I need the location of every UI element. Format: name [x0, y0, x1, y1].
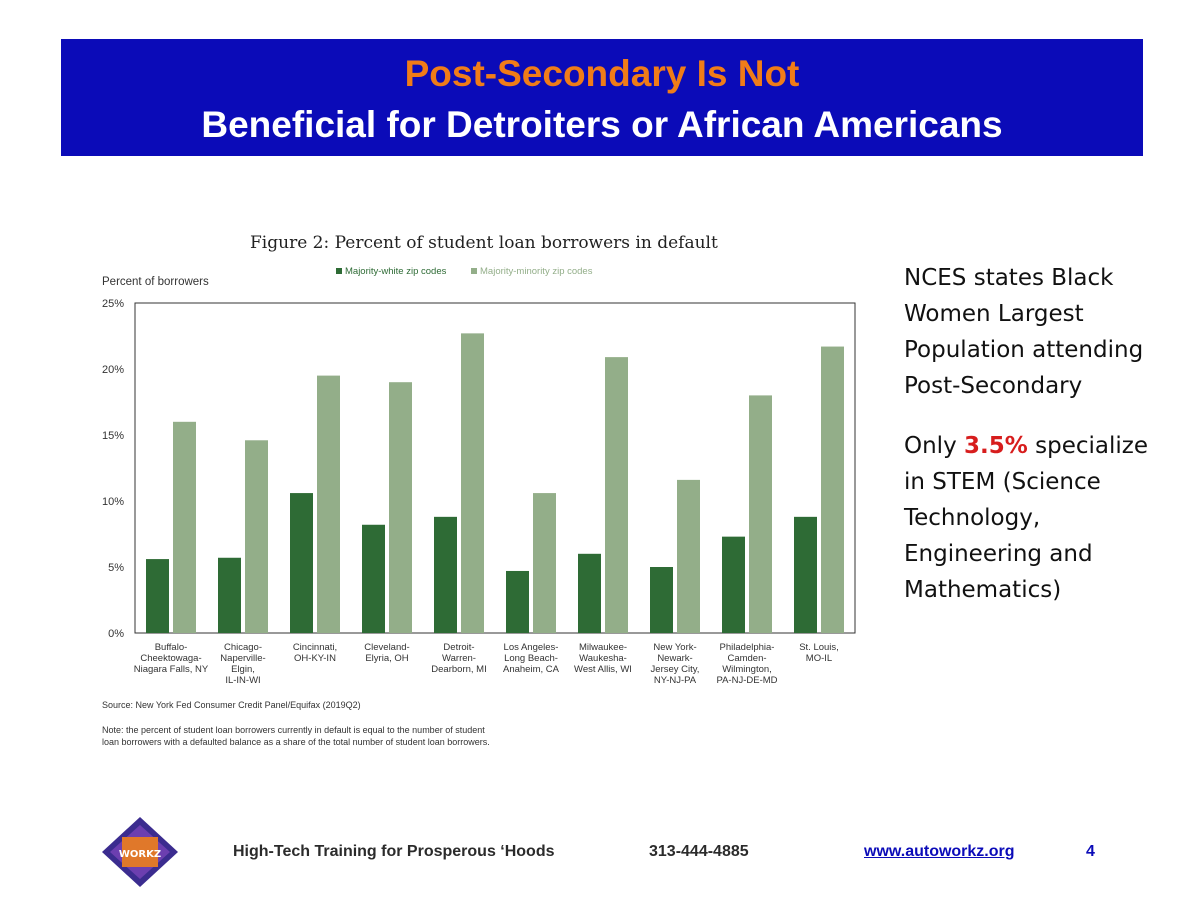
x-tick-label: MO-IL — [806, 653, 832, 664]
right-panel-para2: Only 3.5% specialize in STEM (Science Te… — [904, 428, 1154, 608]
y-tick-label: 0% — [108, 628, 124, 640]
x-tick-label: PA-NJ-DE-MD — [716, 675, 777, 686]
bar-majority-white — [218, 557, 241, 633]
plot-frame — [134, 302, 856, 634]
slide-title-line2: Beneficial for Detroiters or African Ame… — [201, 104, 1003, 145]
page-number: 4 — [1086, 843, 1095, 860]
bar-majority-white — [434, 516, 457, 633]
bar-majority-minority — [677, 479, 700, 633]
bar-majority-white — [794, 516, 817, 633]
x-tick-label: Niagara Falls, NY — [134, 664, 209, 675]
bar-majority-white — [290, 493, 313, 633]
x-tick-label: Waukesha- — [579, 653, 627, 664]
x-tick-label: St. Louis, — [799, 642, 839, 653]
stem-percentage: 3.5% — [964, 433, 1028, 459]
x-tick-label: Cleveland- — [364, 642, 409, 653]
bar-chart: 0% 5% 10% 15% 20% 25% Buffalo-Cheektowaga-Niag… — [102, 298, 856, 686]
x-tick-label: NY-NJ-PA — [654, 675, 697, 686]
bar-majority-white — [506, 570, 529, 633]
bar-majority-minority — [605, 357, 628, 633]
x-tick-label: Cheektowaga- — [140, 653, 201, 664]
x-tick-label: Anaheim, CA — [503, 664, 560, 675]
para2-prefix: Only — [904, 433, 964, 459]
x-tick-label: Los Angeles- — [504, 642, 559, 653]
x-tick-label: Buffalo- — [155, 642, 188, 653]
right-panel-para1: NCES states Black Women Largest Populati… — [904, 265, 1144, 399]
y-axis-label: Percent of borrowers — [102, 276, 209, 288]
x-tick-label: Naperville- — [220, 653, 265, 664]
bar-majority-white — [722, 536, 745, 633]
legend-swatch-white — [336, 268, 342, 275]
footer-phone: 313-444-4885 — [649, 843, 749, 860]
x-tick-label: Milwaukee- — [579, 642, 627, 653]
x-tick-label: Wilmington, — [722, 664, 772, 675]
y-tick-label: 15% — [102, 430, 124, 442]
y-tick-label: 25% — [102, 298, 124, 310]
bar-majority-minority — [533, 493, 556, 633]
legend-item-white: Majority-white zip codes — [336, 266, 446, 277]
bar-majority-minority — [173, 421, 196, 633]
footer-website-link[interactable]: www.autoworkz.org — [864, 843, 1015, 860]
bar-majority-minority — [317, 375, 340, 633]
x-tick-label: Detroit- — [443, 642, 474, 653]
title-banner: Post-Secondary Is Not Beneficial for Det… — [61, 39, 1143, 156]
y-tick-label: 20% — [102, 364, 124, 376]
figure-note: Note: the percent of student loan borrow… — [102, 725, 490, 747]
x-tick-label: OH-KY-IN — [294, 653, 336, 664]
bar-majority-minority — [461, 333, 484, 633]
x-tick-label: Elyria, OH — [365, 653, 408, 664]
x-tick-label: Jersey City, — [651, 664, 700, 675]
footer-tagline: High-Tech Training for Prosperous ‘Hoods — [233, 843, 555, 860]
x-tick-label: Long Beach- — [504, 653, 558, 664]
figure-title: Figure 2: Percent of student loan borrow… — [250, 233, 718, 253]
x-tick-label: New York- — [653, 642, 696, 653]
bar-majority-minority — [245, 440, 268, 633]
logo-text: WORKZ — [119, 849, 161, 860]
y-tick-label: 5% — [108, 562, 124, 574]
legend-label-white: Majority-white zip codes — [345, 266, 447, 277]
x-tick-label: Cincinnati, — [293, 642, 337, 653]
para2-suffix: specialize in STEM (Science Technology, … — [904, 433, 1148, 603]
figure-source: Source: New York Fed Consumer Credit Pan… — [102, 700, 361, 710]
bar-majority-white — [578, 553, 601, 633]
bar-majority-white — [146, 559, 169, 633]
x-tick-label: Elgin, — [231, 664, 255, 675]
legend-label-minority: Majority-minority zip codes — [480, 266, 593, 277]
bar-majority-white — [650, 567, 673, 633]
chart-legend: Majority-white zip codes Majority-minori… — [336, 266, 614, 277]
x-tick-label: IL-IN-WI — [225, 675, 260, 686]
bar-majority-minority — [389, 382, 412, 633]
x-tick-label: Philadelphia- — [720, 642, 775, 653]
x-tick-label: Chicago- — [224, 642, 262, 653]
x-tick-label: Dearborn, MI — [431, 664, 486, 675]
legend-swatch-minority — [471, 268, 478, 275]
bar-majority-minority — [749, 395, 772, 633]
legend-item-minority: Majority-minority zip codes — [471, 266, 592, 277]
bar-majority-minority — [821, 346, 844, 633]
autoworkz-logo-icon: WORKZ — [102, 817, 178, 887]
right-panel: NCES states Black Women Largest Populati… — [904, 260, 1154, 608]
y-tick-label: 10% — [102, 496, 124, 508]
x-tick-label: Newark- — [657, 653, 692, 664]
bar-majority-white — [362, 524, 385, 633]
slide-title-line1: Post-Secondary Is Not — [404, 53, 800, 94]
x-tick-label: Warren- — [442, 653, 476, 664]
x-tick-label: Camden- — [727, 653, 766, 664]
x-tick-label: West Allis, WI — [574, 664, 632, 675]
